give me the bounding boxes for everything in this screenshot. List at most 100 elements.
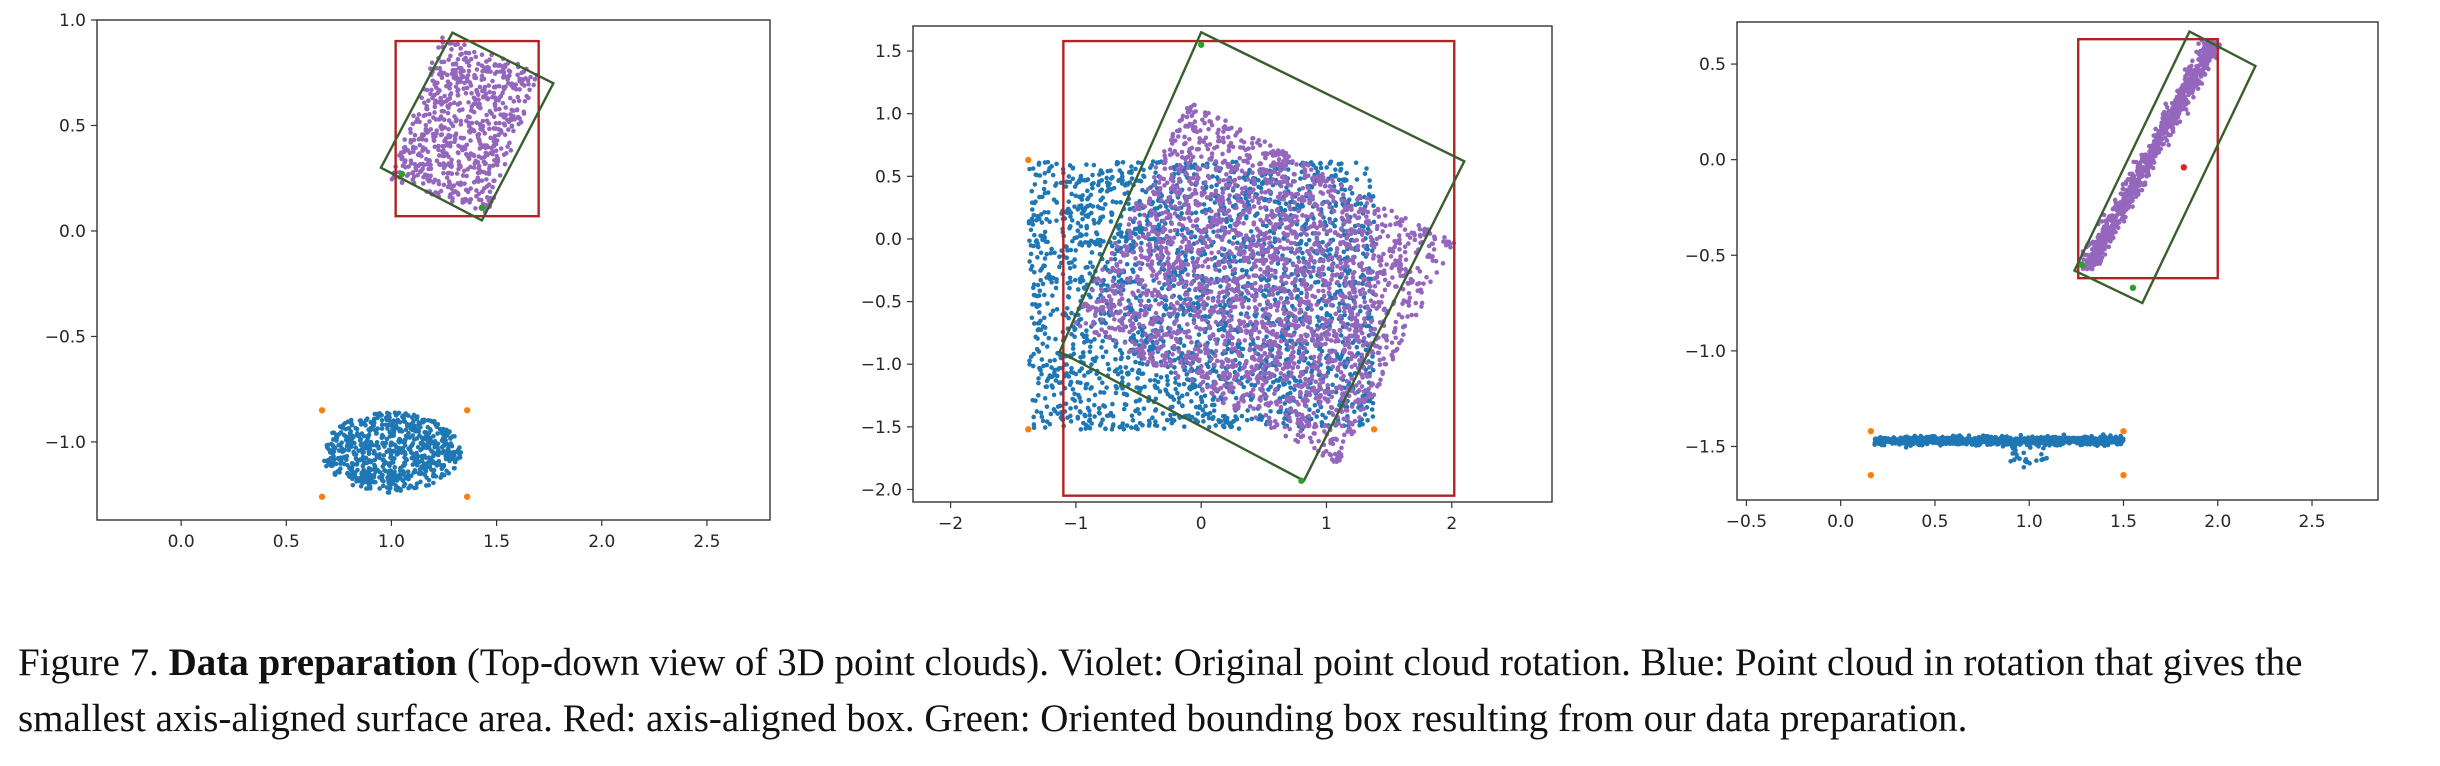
blue-point bbox=[383, 422, 389, 428]
violet-point bbox=[507, 140, 512, 146]
violet-point bbox=[511, 128, 516, 134]
violet-point bbox=[1338, 328, 1343, 334]
blue-point bbox=[1153, 419, 1158, 424]
oriented-bounding-box bbox=[379, 31, 556, 223]
x-tick-label: 2 bbox=[1446, 514, 1457, 534]
violet-point bbox=[1428, 279, 1433, 284]
blue-point bbox=[1028, 227, 1034, 233]
blue-point bbox=[372, 462, 377, 468]
blue-point bbox=[1096, 406, 1102, 411]
blue-point bbox=[1135, 376, 1140, 381]
blue-point bbox=[352, 440, 357, 446]
blue-point bbox=[1032, 232, 1037, 238]
violet-point bbox=[1353, 390, 1358, 396]
violet-point bbox=[486, 171, 492, 177]
violet-point bbox=[1178, 275, 1184, 280]
blue-point bbox=[1330, 382, 1335, 388]
violet-point bbox=[1126, 222, 1132, 227]
blue-point bbox=[1206, 364, 1211, 370]
blue-point bbox=[1206, 415, 1212, 421]
violet-point bbox=[1180, 364, 1186, 370]
violet-point bbox=[1230, 144, 1236, 150]
blue-point bbox=[1080, 354, 1086, 359]
violet-point bbox=[477, 84, 483, 90]
blue-point bbox=[388, 440, 394, 446]
violet-point bbox=[503, 105, 509, 110]
violet-point bbox=[1416, 280, 1422, 286]
blue-point bbox=[1241, 384, 1247, 390]
violet-point bbox=[474, 193, 479, 199]
violet-point bbox=[1270, 292, 1276, 297]
blue-point bbox=[1196, 302, 1201, 308]
green-corner-point bbox=[478, 204, 486, 211]
orange-corner-point bbox=[463, 493, 471, 500]
blue-point bbox=[1106, 366, 1112, 372]
blue-point bbox=[1137, 178, 1143, 184]
blue-point bbox=[373, 479, 378, 485]
violet-point bbox=[500, 90, 505, 96]
violet-point bbox=[1377, 258, 1382, 264]
violet-point bbox=[1312, 359, 1317, 365]
blue-point bbox=[1077, 368, 1083, 374]
blue-point bbox=[380, 483, 386, 489]
blue-point bbox=[1220, 413, 1226, 419]
violet-point bbox=[1136, 288, 1141, 294]
blue-point bbox=[1136, 411, 1142, 416]
violet-point bbox=[444, 72, 450, 78]
violet-point bbox=[434, 128, 440, 133]
violet-point bbox=[501, 152, 507, 158]
blue-point bbox=[1069, 365, 1074, 371]
blue-point bbox=[1044, 216, 1049, 222]
blue-point bbox=[344, 453, 350, 459]
blue-point bbox=[1291, 206, 1297, 212]
blue-point bbox=[1284, 296, 1290, 301]
violet-point bbox=[424, 103, 430, 109]
blue-point bbox=[1116, 239, 1122, 244]
blue-point bbox=[385, 475, 390, 480]
violet-point bbox=[458, 65, 464, 71]
violet-point bbox=[1288, 354, 1294, 360]
violet-point bbox=[1413, 312, 1419, 318]
blue-point bbox=[1240, 346, 1246, 352]
violet-point bbox=[466, 100, 471, 105]
blue-point bbox=[1072, 391, 1077, 397]
violet-point bbox=[439, 75, 445, 80]
violet-point bbox=[1154, 275, 1159, 281]
blue-point bbox=[1090, 185, 1095, 191]
blue-point bbox=[1109, 243, 1115, 249]
violet-point bbox=[1159, 255, 1165, 261]
violet-point bbox=[1346, 341, 1351, 347]
blue-point bbox=[1360, 421, 1365, 427]
blue-point bbox=[1080, 278, 1086, 283]
violet-point bbox=[427, 119, 432, 124]
blue-point bbox=[1337, 301, 1342, 306]
violet-point bbox=[1402, 227, 1408, 232]
violet-point bbox=[1329, 457, 1335, 462]
blue-point bbox=[1327, 313, 1333, 318]
blue-point bbox=[1103, 264, 1108, 269]
violet-point bbox=[1257, 170, 1263, 176]
blue-point bbox=[379, 432, 385, 438]
blue-point bbox=[1328, 159, 1334, 165]
blue-point bbox=[400, 414, 405, 419]
blue-point bbox=[1124, 181, 1129, 186]
violet-point bbox=[532, 76, 538, 82]
blue-point bbox=[1091, 162, 1097, 168]
violet-point bbox=[1396, 266, 1402, 271]
violet-point bbox=[1296, 402, 1301, 407]
blue-point bbox=[1040, 281, 1046, 287]
violet-point bbox=[1314, 302, 1320, 307]
blue-point bbox=[1283, 201, 1289, 207]
blue-point bbox=[1072, 277, 1078, 283]
blue-point bbox=[322, 458, 327, 464]
violet-point bbox=[1111, 303, 1117, 309]
blue-point bbox=[403, 475, 408, 481]
blue-point bbox=[1054, 161, 1059, 167]
violet-point bbox=[1201, 327, 1207, 332]
blue-point bbox=[1268, 384, 1274, 390]
blue-point bbox=[346, 447, 351, 453]
blue-point bbox=[406, 485, 411, 491]
blue-point bbox=[1089, 362, 1094, 367]
blue-point bbox=[1096, 241, 1101, 247]
violet-point bbox=[500, 75, 506, 80]
